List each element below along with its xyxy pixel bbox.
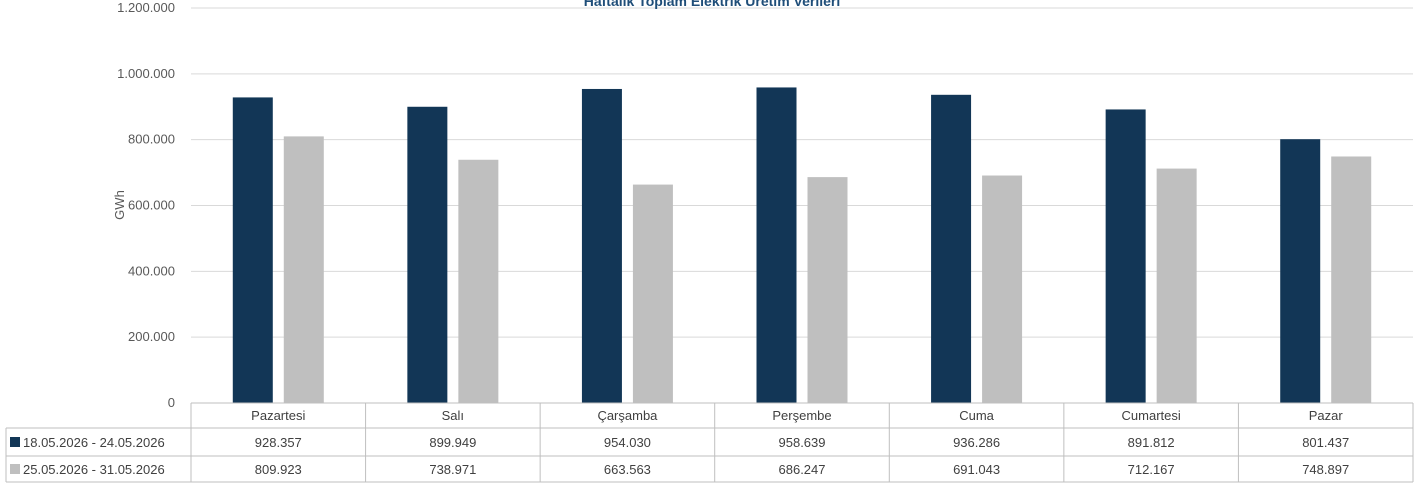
y-axis-ticks: 0 200.000 400.000 600.000 800.000 1.000.000 1.… [117,0,175,410]
data-table: Pazartesi Salı Çarşamba Perşembe Cuma Cumarte… [5,402,1414,483]
bar-2-1 [283,136,324,404]
legend-swatch [10,464,20,474]
bar-2-7 [1331,156,1372,403]
bar-1-3 [581,88,622,404]
chart-title: Haftalık Toplam Elektrik Üretim Verileri [584,0,841,9]
y-tick-label: 800.000 [128,132,175,147]
bar-2-5 [982,175,1023,403]
y-tick-label: 0 [168,395,175,410]
bar-2-4 [807,177,848,403]
table-value: 891.812 [1128,435,1175,450]
y-tick-label: 600.000 [128,198,175,213]
table-value: 712.167 [1128,462,1175,477]
y-tick-label: 1.000.000 [117,66,175,81]
gridlines [191,7,1413,338]
category-label: Perşembe [772,408,831,423]
category-label: Cumartesi [1122,408,1181,423]
table-value: 928.357 [255,435,302,450]
table-value: 801.437 [1302,435,1349,450]
bars [232,87,1372,404]
y-tick-label: 400.000 [128,263,175,278]
table-value: 663.563 [604,462,651,477]
table-value: 809.923 [255,462,302,477]
bar-1-6 [1105,109,1146,403]
bar-1-4 [756,87,797,403]
legend-swatch [10,437,20,447]
legend-series-name: 25.05.2026 - 31.05.2026 [23,462,165,477]
table-value: 738.971 [429,462,476,477]
category-label: Çarşamba [597,408,658,423]
bar-2-3 [632,184,673,403]
bar-2-2 [458,159,499,403]
category-label: Pazartesi [251,408,305,423]
category-label: Cuma [959,408,994,423]
table-value: 691.043 [953,462,1000,477]
bar-1-2 [407,106,448,403]
y-axis-label: GWh [112,190,127,220]
table-value: 954.030 [604,435,651,450]
y-tick-label: 200.000 [128,329,175,344]
table-value: 958.639 [779,435,826,450]
table-value: 899.949 [429,435,476,450]
table-value: 748.897 [1302,462,1349,477]
table-value: 686.247 [779,462,826,477]
category-label: Pazar [1309,408,1344,423]
bar-1-5 [931,94,972,404]
legend-series-name: 18.05.2026 - 24.05.2026 [23,435,165,450]
bar-1-7 [1280,139,1321,403]
category-label: Salı [442,408,464,423]
bar-2-6 [1156,168,1197,403]
bar-1-1 [232,97,273,403]
table-value: 936.286 [953,435,1000,450]
y-tick-label: 1.200.000 [117,0,175,15]
